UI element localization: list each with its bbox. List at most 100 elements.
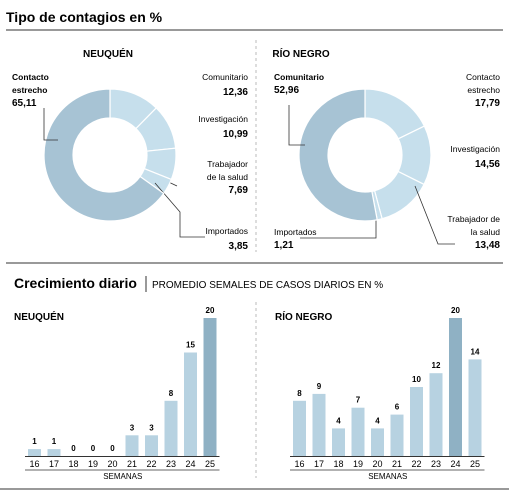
- section-title-crecimiento: Crecimiento diario: [14, 275, 137, 291]
- slice-label: estrecho: [467, 85, 500, 95]
- bar-value-label: 7: [356, 396, 361, 405]
- bar-value-label: 14: [471, 347, 480, 356]
- x-tick-label: 20: [372, 459, 382, 469]
- bar-value-label: 20: [206, 306, 215, 315]
- slice-value: 1,21: [274, 240, 294, 251]
- slice-label: Importados: [205, 226, 248, 236]
- bar-week-24: [184, 352, 197, 456]
- slice-label: estrecho: [12, 85, 47, 95]
- x-tick-label: 23: [431, 459, 441, 469]
- leader-line: [288, 105, 305, 146]
- chart-title: RÍO NEGRO: [272, 47, 329, 60]
- bar-value-label: 3: [149, 423, 154, 432]
- leader-line: [414, 185, 455, 245]
- bar-value-label: 10: [412, 375, 421, 384]
- slice-label: Contacto: [466, 72, 500, 82]
- x-tick-label: 20: [107, 459, 117, 469]
- bar-value-label: 15: [186, 341, 195, 350]
- slice-label: de la salud: [207, 172, 248, 182]
- donut-chart-neuquen: NEUQUÉN Comunitario 12,36 Investigación 10,9…: [12, 47, 248, 252]
- bar-value-label: 3: [130, 423, 135, 432]
- bar-value-label: 4: [336, 416, 341, 425]
- slice-label: Trabajador: [207, 159, 248, 169]
- bar-value-label: 0: [91, 444, 96, 453]
- x-tick-label: 18: [68, 459, 78, 469]
- bar-value-label: 0: [71, 444, 76, 453]
- section-subtitle: PROMEDIO SEMALES DE CASOS DIARIOS EN %: [152, 280, 383, 291]
- slice-value: 14,56: [475, 159, 500, 170]
- x-tick-label: 16: [29, 459, 39, 469]
- bar-chart-neuquen: NEUQUÉN 1 16 1 17 0 18 0 19 0 20 3 21 3 22 8 23 15 24 20 25 S…: [14, 306, 220, 481]
- slice-label: Comunitario: [202, 72, 248, 82]
- bar-week-21: [390, 414, 404, 456]
- bar-value-label: 1: [32, 437, 37, 446]
- x-tick-label: 16: [294, 459, 304, 469]
- donut-chart-rio-negro: RÍO NEGRO Contacto estrecho 17,79 Investigac…: [272, 47, 500, 251]
- slice-label: la salud: [471, 227, 501, 237]
- x-tick-label: 18: [333, 459, 343, 469]
- x-tick-label: 23: [166, 459, 176, 469]
- slice-label: Trabajador de: [447, 214, 500, 224]
- bar-week-22: [145, 435, 158, 456]
- bar-week-16: [293, 400, 306, 456]
- slice-label: Comunitario: [274, 72, 324, 82]
- x-tick-label: 24: [185, 459, 195, 469]
- bar-value-label: 1: [52, 437, 57, 446]
- slice-value: 13,48: [475, 240, 500, 251]
- slice-value: 7,69: [229, 185, 249, 196]
- chart-title: NEUQUÉN: [83, 47, 133, 60]
- bar-value-label: 9: [317, 382, 322, 391]
- leader-line: [300, 213, 377, 239]
- x-tick-label: 19: [88, 459, 98, 469]
- slice-value: 10,99: [223, 129, 248, 140]
- bar-value-label: 4: [375, 416, 380, 425]
- bar-week-21: [125, 435, 139, 456]
- bar-chart-rio-negro: RÍO NEGRO 8 16 9 17 4 18 7 19 4 20 6 21 10 22 12 23 20 24 1…: [275, 306, 485, 481]
- bar-week-17: [47, 449, 61, 456]
- slice-value: 12,36: [223, 87, 248, 98]
- x-tick-label: 17: [314, 459, 324, 469]
- leader-line: [154, 182, 205, 238]
- bar-value-label: 8: [297, 389, 302, 398]
- section-title-contagios: Tipo de contagios en %: [6, 9, 163, 25]
- x-tick-label: 19: [353, 459, 363, 469]
- bar-week-24: [449, 318, 462, 456]
- chart-title: RÍO NEGRO: [275, 310, 332, 323]
- chart-title: NEUQUÉN: [14, 310, 64, 323]
- x-axis-label: SEMANAS: [103, 472, 142, 481]
- x-tick-label: 17: [49, 459, 59, 469]
- bar-week-22: [410, 387, 423, 456]
- x-tick-label: 24: [450, 459, 460, 469]
- slice-value: 52,96: [274, 85, 299, 96]
- bar-week-23: [429, 373, 443, 456]
- donut-slice-contacto-estrecho: [43, 88, 165, 222]
- bar-value-label: 12: [432, 361, 441, 370]
- bar-week-20: [371, 428, 384, 456]
- slice-label: Importados: [274, 227, 317, 237]
- bar-value-label: 6: [395, 403, 400, 412]
- slice-value: 3,85: [229, 241, 249, 252]
- x-axis-label: SEMANAS: [368, 472, 407, 481]
- x-tick-label: 25: [470, 459, 480, 469]
- slice-label: Investigación: [450, 144, 500, 154]
- slice-value: 65,11: [12, 98, 37, 109]
- bar-week-25: [468, 359, 482, 456]
- bar-value-label: 0: [110, 444, 115, 453]
- bar-week-19: [351, 407, 365, 456]
- bar-week-17: [312, 393, 326, 456]
- bar-week-25: [203, 318, 217, 456]
- x-tick-label: 22: [146, 459, 156, 469]
- bar-week-23: [164, 400, 178, 456]
- x-tick-label: 25: [205, 459, 215, 469]
- slice-label: Investigación: [198, 114, 248, 124]
- x-tick-label: 22: [411, 459, 421, 469]
- bar-week-18: [332, 428, 345, 456]
- x-tick-label: 21: [127, 459, 137, 469]
- slice-label: Contacto: [12, 72, 49, 82]
- bar-value-label: 8: [169, 389, 174, 398]
- x-tick-label: 21: [392, 459, 402, 469]
- leader-line: [43, 108, 58, 141]
- slice-value: 17,79: [475, 98, 500, 109]
- bar-value-label: 20: [451, 306, 460, 315]
